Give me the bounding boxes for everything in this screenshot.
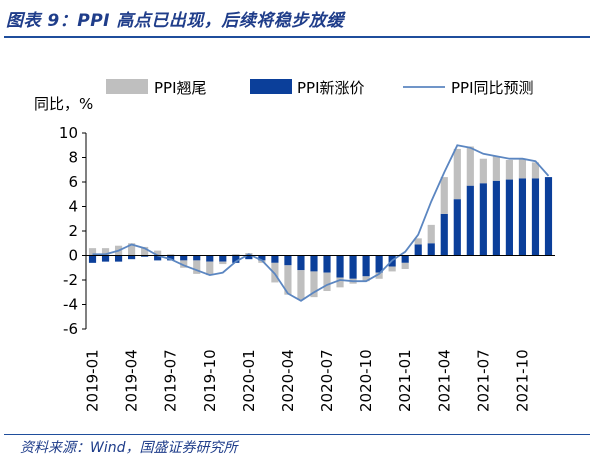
y-tick-label: 10: [59, 124, 78, 142]
carryover-bar: [466, 146, 474, 186]
new-increase-bar: [258, 255, 266, 261]
carryover-bar: [128, 243, 136, 256]
new-increase-bar: [336, 255, 344, 278]
y-tick-label: 8: [68, 149, 78, 167]
new-increase-bar: [518, 178, 527, 256]
carryover-bar: [206, 261, 214, 276]
y-tick-label: 0: [68, 247, 78, 265]
y-tick-label: -6: [63, 320, 78, 338]
new-increase-bar: [101, 255, 110, 262]
carryover-bar: [505, 159, 513, 180]
carryover-bar: [167, 254, 175, 256]
new-increase-bar: [505, 179, 513, 256]
x-tick-label: 2019-01: [84, 349, 102, 412]
new-increase-bar: [206, 255, 214, 262]
carryover-bar: [492, 156, 500, 181]
source-note: 资料来源：Wind，国盛证券研究所: [20, 440, 238, 456]
new-increase-bar: [271, 255, 279, 263]
new-increase-bar: [219, 255, 227, 262]
new-increase-bar: [323, 255, 331, 273]
source-rule: [4, 434, 590, 435]
new-increase-bar: [531, 178, 540, 256]
x-tick-label: 2020-07: [318, 349, 336, 412]
new-increase-bar: [466, 185, 474, 256]
y-tick-label: 6: [68, 173, 78, 191]
new-increase-bar: [232, 255, 240, 263]
y-axis-label: 同比，%: [34, 95, 93, 113]
carryover-bar: [180, 260, 188, 268]
title-rule: [4, 36, 590, 38]
new-increase-bar: [401, 255, 409, 263]
new-increase-bar: [349, 255, 357, 279]
carryover-bar: [375, 272, 383, 279]
new-increase-bar: [141, 255, 149, 257]
legend-label-new-increase: PPI新涨价: [297, 79, 365, 97]
legend-swatch-carryover: [106, 79, 148, 94]
new-increase-bar: [310, 255, 318, 272]
carryover-bar: [388, 266, 396, 272]
yoy-forecast-line: [92, 144, 550, 302]
carryover-bar: [141, 246, 149, 256]
x-tick-label: 2020-10: [357, 349, 375, 412]
carryover-bar: [310, 271, 318, 298]
new-increase-bar: [284, 255, 292, 266]
new-increase-bar: [544, 177, 553, 256]
new-increase-bar: [245, 255, 253, 260]
y-tick-label: 4: [68, 198, 78, 216]
new-increase-bar: [114, 255, 123, 262]
new-increase-bar: [479, 183, 487, 256]
x-tick-label: 2019-07: [162, 349, 180, 412]
x-tick-label: 2021-04: [435, 349, 453, 412]
x-tick-label: 2020-01: [240, 349, 258, 412]
carryover-bar: [323, 272, 331, 292]
carryover-bar: [518, 158, 527, 179]
new-increase-bar: [453, 199, 461, 256]
new-increase-bar: [362, 255, 370, 277]
carryover-bar: [101, 248, 110, 256]
carryover-bar: [414, 238, 422, 245]
y-tick-label: -2: [63, 271, 78, 289]
new-increase-bar: [492, 180, 500, 256]
legend-swatch-new-increase: [250, 79, 292, 94]
new-increase-bar: [414, 244, 422, 256]
carryover-bar: [297, 270, 305, 300]
carryover-bar: [88, 248, 97, 256]
carryover-bar: [154, 250, 162, 256]
new-increase-bar: [375, 255, 383, 273]
new-increase-bar: [154, 255, 162, 261]
new-increase-bar: [88, 255, 97, 263]
carryover-bar: [362, 276, 370, 282]
carryover-bar: [193, 260, 201, 274]
x-tick-label: 2019-10: [201, 349, 219, 412]
y-tick-label: 2: [68, 222, 78, 240]
new-increase-bar: [440, 213, 448, 256]
carryover-bar: [427, 224, 435, 244]
legend-label-carryover: PPI翘尾: [154, 79, 207, 97]
legend-label-yoy-forecast: PPI同比预测: [451, 79, 534, 97]
x-tick-label: 2020-04: [279, 349, 297, 412]
new-increase-bar: [193, 255, 201, 261]
new-increase-bar: [167, 255, 175, 261]
new-increase-bar: [297, 255, 305, 271]
carryover-bar: [284, 265, 292, 295]
carryover-bar: [401, 262, 409, 269]
figure-title: 图表 9：PPI 高点已出现，后续将稳步放缓: [6, 11, 344, 31]
new-increase-bar: [427, 243, 435, 256]
x-tick-label: 2021-01: [396, 349, 414, 412]
x-tick-label: 2021-10: [513, 349, 531, 412]
carryover-bar: [336, 277, 344, 288]
new-increase-bar: [180, 255, 188, 261]
x-tick-label: 2021-07: [474, 349, 492, 412]
carryover-bar: [453, 148, 461, 200]
carryover-bar: [440, 177, 448, 214]
y-tick-label: -4: [63, 296, 78, 314]
carryover-bar: [479, 158, 487, 184]
carryover-bar: [219, 261, 227, 265]
new-increase-bar: [128, 255, 136, 260]
carryover-bar: [531, 162, 540, 179]
x-tick-label: 2019-04: [123, 349, 141, 412]
carryover-bar: [232, 254, 240, 256]
